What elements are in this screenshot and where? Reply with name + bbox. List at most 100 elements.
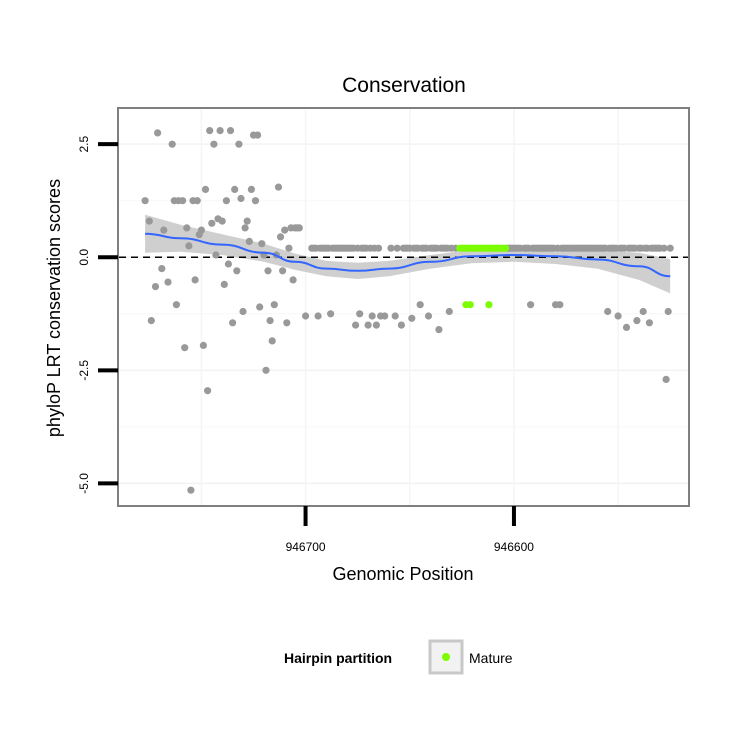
x-tick-label: 946600 (494, 540, 534, 554)
y-tick-label: -5.0 (77, 473, 91, 494)
data-point (160, 226, 168, 234)
data-point (185, 242, 193, 250)
data-point (235, 140, 243, 148)
smooth-line (145, 232, 671, 278)
data-point (264, 267, 272, 275)
data-point (224, 260, 232, 268)
data-point (289, 276, 297, 284)
data-point (141, 197, 149, 205)
x-axis-title: Genomic Position (332, 564, 473, 584)
data-point (614, 312, 622, 320)
data-point-mature (485, 301, 493, 309)
data-point (666, 244, 674, 252)
data-point (435, 326, 443, 334)
panel-border (117, 107, 690, 507)
data-point (208, 219, 216, 227)
chart-title: Conservation (342, 74, 466, 97)
data-point (206, 127, 214, 135)
data-point (604, 307, 612, 316)
data-point (639, 307, 647, 316)
data-point (241, 224, 249, 232)
data-point (181, 344, 189, 352)
data-point (147, 317, 155, 325)
data-point (397, 321, 405, 329)
data-point (193, 197, 201, 205)
data-point (172, 301, 180, 309)
data-point (197, 226, 205, 234)
data-point (210, 140, 218, 148)
confidence-band (145, 214, 671, 294)
data-point (381, 312, 389, 320)
data-point (191, 276, 199, 284)
data-point (201, 185, 210, 193)
data-point (274, 183, 283, 191)
data-point (164, 278, 172, 286)
data-point (222, 197, 230, 205)
data-point (204, 387, 212, 395)
data-point (285, 244, 293, 252)
data-point (664, 307, 672, 316)
data-point (279, 267, 287, 275)
data-point (352, 321, 360, 329)
data-point (233, 267, 241, 275)
y-tick-label: -2.5 (77, 360, 91, 381)
data-point (276, 233, 285, 241)
data-point (256, 303, 264, 311)
data-point (368, 312, 376, 320)
data-point (268, 337, 276, 345)
data-point (445, 307, 453, 316)
data-point (258, 240, 266, 248)
data-point (387, 244, 395, 252)
data-point (226, 127, 235, 135)
data-point (239, 307, 247, 316)
data-point (216, 127, 224, 135)
data-point-mature (466, 301, 474, 309)
data-point (424, 312, 433, 320)
data-point (527, 301, 535, 309)
plot-panel (117, 107, 690, 507)
data-point (187, 486, 195, 494)
data-point (622, 323, 631, 331)
data-point (168, 140, 176, 148)
y-axis: -5.0 -2.5 0.0 2.5 (77, 136, 118, 494)
data-point (281, 226, 289, 234)
data-point (556, 301, 564, 309)
data-point (416, 301, 424, 309)
data-point (270, 301, 278, 309)
data-point (151, 283, 160, 291)
data-point (245, 237, 253, 245)
data-point (633, 317, 641, 325)
data-point (356, 310, 364, 318)
data-point (295, 224, 303, 232)
data-point (327, 310, 335, 318)
legend-key-mature (442, 653, 450, 661)
data-point (374, 244, 383, 252)
data-point (220, 280, 228, 288)
data-point (645, 319, 654, 327)
data-point (179, 197, 187, 205)
data-point (199, 341, 207, 349)
data-point (266, 317, 274, 325)
data-point (391, 312, 399, 320)
y-axis-title: phyloP LRT conservation scores (44, 179, 64, 437)
data-point (251, 197, 260, 205)
y-tick-label: 0.0 (77, 249, 91, 266)
data-point (145, 217, 153, 225)
data-point (243, 217, 251, 225)
data-point (408, 314, 416, 322)
data-point (372, 321, 380, 329)
data-point (218, 217, 226, 225)
legend-title: Hairpin partition (284, 650, 392, 666)
data-point-mature (502, 244, 510, 252)
data-point (212, 251, 220, 259)
data-point (314, 312, 322, 320)
points-layer (141, 127, 674, 494)
data-point (283, 319, 291, 327)
legend-label-mature: Mature (469, 650, 513, 666)
data-point (660, 244, 668, 252)
x-tick-label: 946700 (286, 540, 326, 554)
data-point (231, 185, 239, 193)
data-point (393, 244, 401, 252)
data-point (247, 185, 255, 193)
data-point (183, 224, 191, 232)
